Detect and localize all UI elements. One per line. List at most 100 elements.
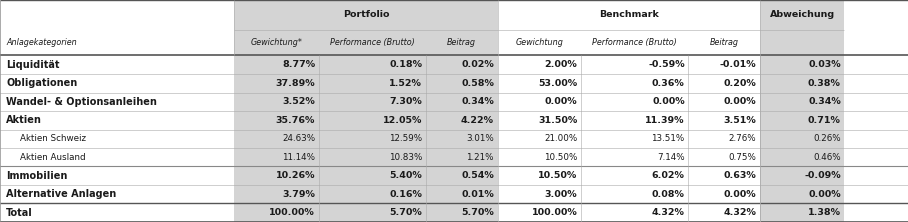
Text: Portfolio: Portfolio [342,10,390,20]
Text: 0.26%: 0.26% [814,134,841,143]
Text: 35.76%: 35.76% [276,116,315,125]
Bar [760,74,844,93]
Text: 10.26%: 10.26% [275,171,315,180]
Bar [760,185,844,204]
Text: 37.89%: 37.89% [275,79,315,88]
Text: 0.01%: 0.01% [461,190,494,199]
Text: 4.32%: 4.32% [652,208,685,217]
Text: Gewichtung*: Gewichtung* [251,38,302,47]
Text: 53.00%: 53.00% [538,79,577,88]
Text: 0.20%: 0.20% [724,79,756,88]
Text: 10.83%: 10.83% [389,153,422,162]
Text: 0.71%: 0.71% [808,116,841,125]
Text: -0.09%: -0.09% [804,171,841,180]
Bar [234,93,498,111]
Bar [760,56,844,74]
Bar [234,0,498,56]
Text: 4.32%: 4.32% [724,208,756,217]
Text: 3.79%: 3.79% [282,190,315,199]
Text: -0.01%: -0.01% [720,60,756,69]
Text: Wandel- & Optionsanleihen: Wandel- & Optionsanleihen [6,97,157,107]
Text: 3.52%: 3.52% [282,97,315,106]
Bar [234,166,498,185]
Bar [234,204,498,222]
Text: 0.75%: 0.75% [728,153,756,162]
Text: 0.34%: 0.34% [808,97,841,106]
Bar [760,0,844,56]
Text: 0.00%: 0.00% [724,97,756,106]
Text: 0.03%: 0.03% [808,60,841,69]
Text: 21.00%: 21.00% [544,134,577,143]
Text: 2.76%: 2.76% [729,134,756,143]
Text: Aktien Ausland: Aktien Ausland [20,153,85,162]
Bar [234,185,498,204]
Text: 0.00%: 0.00% [545,97,577,106]
Text: 0.58%: 0.58% [461,79,494,88]
Bar [760,93,844,111]
Text: 10.50%: 10.50% [538,171,577,180]
Text: 0.54%: 0.54% [461,171,494,180]
Text: 12.59%: 12.59% [390,134,422,143]
Bar [234,129,498,148]
Text: 1.21%: 1.21% [467,153,494,162]
Text: 5.40%: 5.40% [390,171,422,180]
Text: 10.50%: 10.50% [544,153,577,162]
Bar [760,111,844,129]
Text: 31.50%: 31.50% [538,116,577,125]
Text: Total: Total [6,208,33,218]
Text: Beitrag: Beitrag [710,38,738,47]
Text: 0.63%: 0.63% [724,171,756,180]
Text: Liquidität: Liquidität [6,60,60,70]
Text: 24.63%: 24.63% [282,134,315,143]
Text: 0.38%: 0.38% [808,79,841,88]
Text: Benchmark: Benchmark [599,10,658,20]
Bar [234,74,498,93]
Text: 0.08%: 0.08% [652,190,685,199]
Text: Anlagekategorien: Anlagekategorien [6,38,77,47]
Text: Performance (Brutto): Performance (Brutto) [330,38,415,47]
Text: 1.38%: 1.38% [808,208,841,217]
Text: 6.02%: 6.02% [652,171,685,180]
Text: 0.36%: 0.36% [652,79,685,88]
Text: 2.00%: 2.00% [545,60,577,69]
Bar [760,204,844,222]
Text: 5.70%: 5.70% [461,208,494,217]
Text: 0.46%: 0.46% [814,153,841,162]
Text: 3.51%: 3.51% [724,116,756,125]
Text: 100.00%: 100.00% [270,208,315,217]
Text: Immobilien: Immobilien [6,171,68,181]
Text: 11.14%: 11.14% [282,153,315,162]
Bar [760,148,844,166]
Text: 4.22%: 4.22% [461,116,494,125]
Text: Gewichtung: Gewichtung [516,38,563,47]
Text: 0.00%: 0.00% [808,190,841,199]
Text: Aktien Schweiz: Aktien Schweiz [20,134,86,143]
Bar [760,129,844,148]
Text: 0.00%: 0.00% [652,97,685,106]
Text: Abweichung: Abweichung [770,10,834,20]
Text: 0.00%: 0.00% [724,190,756,199]
Text: 3.00%: 3.00% [545,190,577,199]
Bar [234,148,498,166]
Text: 3.01%: 3.01% [466,134,494,143]
Text: 7.30%: 7.30% [390,97,422,106]
Text: 13.51%: 13.51% [651,134,685,143]
Text: 1.52%: 1.52% [390,79,422,88]
Text: 100.00%: 100.00% [532,208,577,217]
Text: 8.77%: 8.77% [282,60,315,69]
Text: 11.39%: 11.39% [645,116,685,125]
Text: 12.05%: 12.05% [383,116,422,125]
Bar [234,56,498,74]
Text: 0.02%: 0.02% [461,60,494,69]
Text: Performance (Brutto): Performance (Brutto) [592,38,677,47]
Text: -0.59%: -0.59% [648,60,685,69]
Text: 7.14%: 7.14% [657,153,685,162]
Text: 0.16%: 0.16% [390,190,422,199]
Text: Beitrag: Beitrag [448,38,476,47]
Text: 0.34%: 0.34% [461,97,494,106]
Text: 0.18%: 0.18% [390,60,422,69]
Bar [760,166,844,185]
Text: Alternative Anlagen: Alternative Anlagen [6,189,116,199]
Text: Aktien: Aktien [6,115,43,125]
Bar [234,111,498,129]
